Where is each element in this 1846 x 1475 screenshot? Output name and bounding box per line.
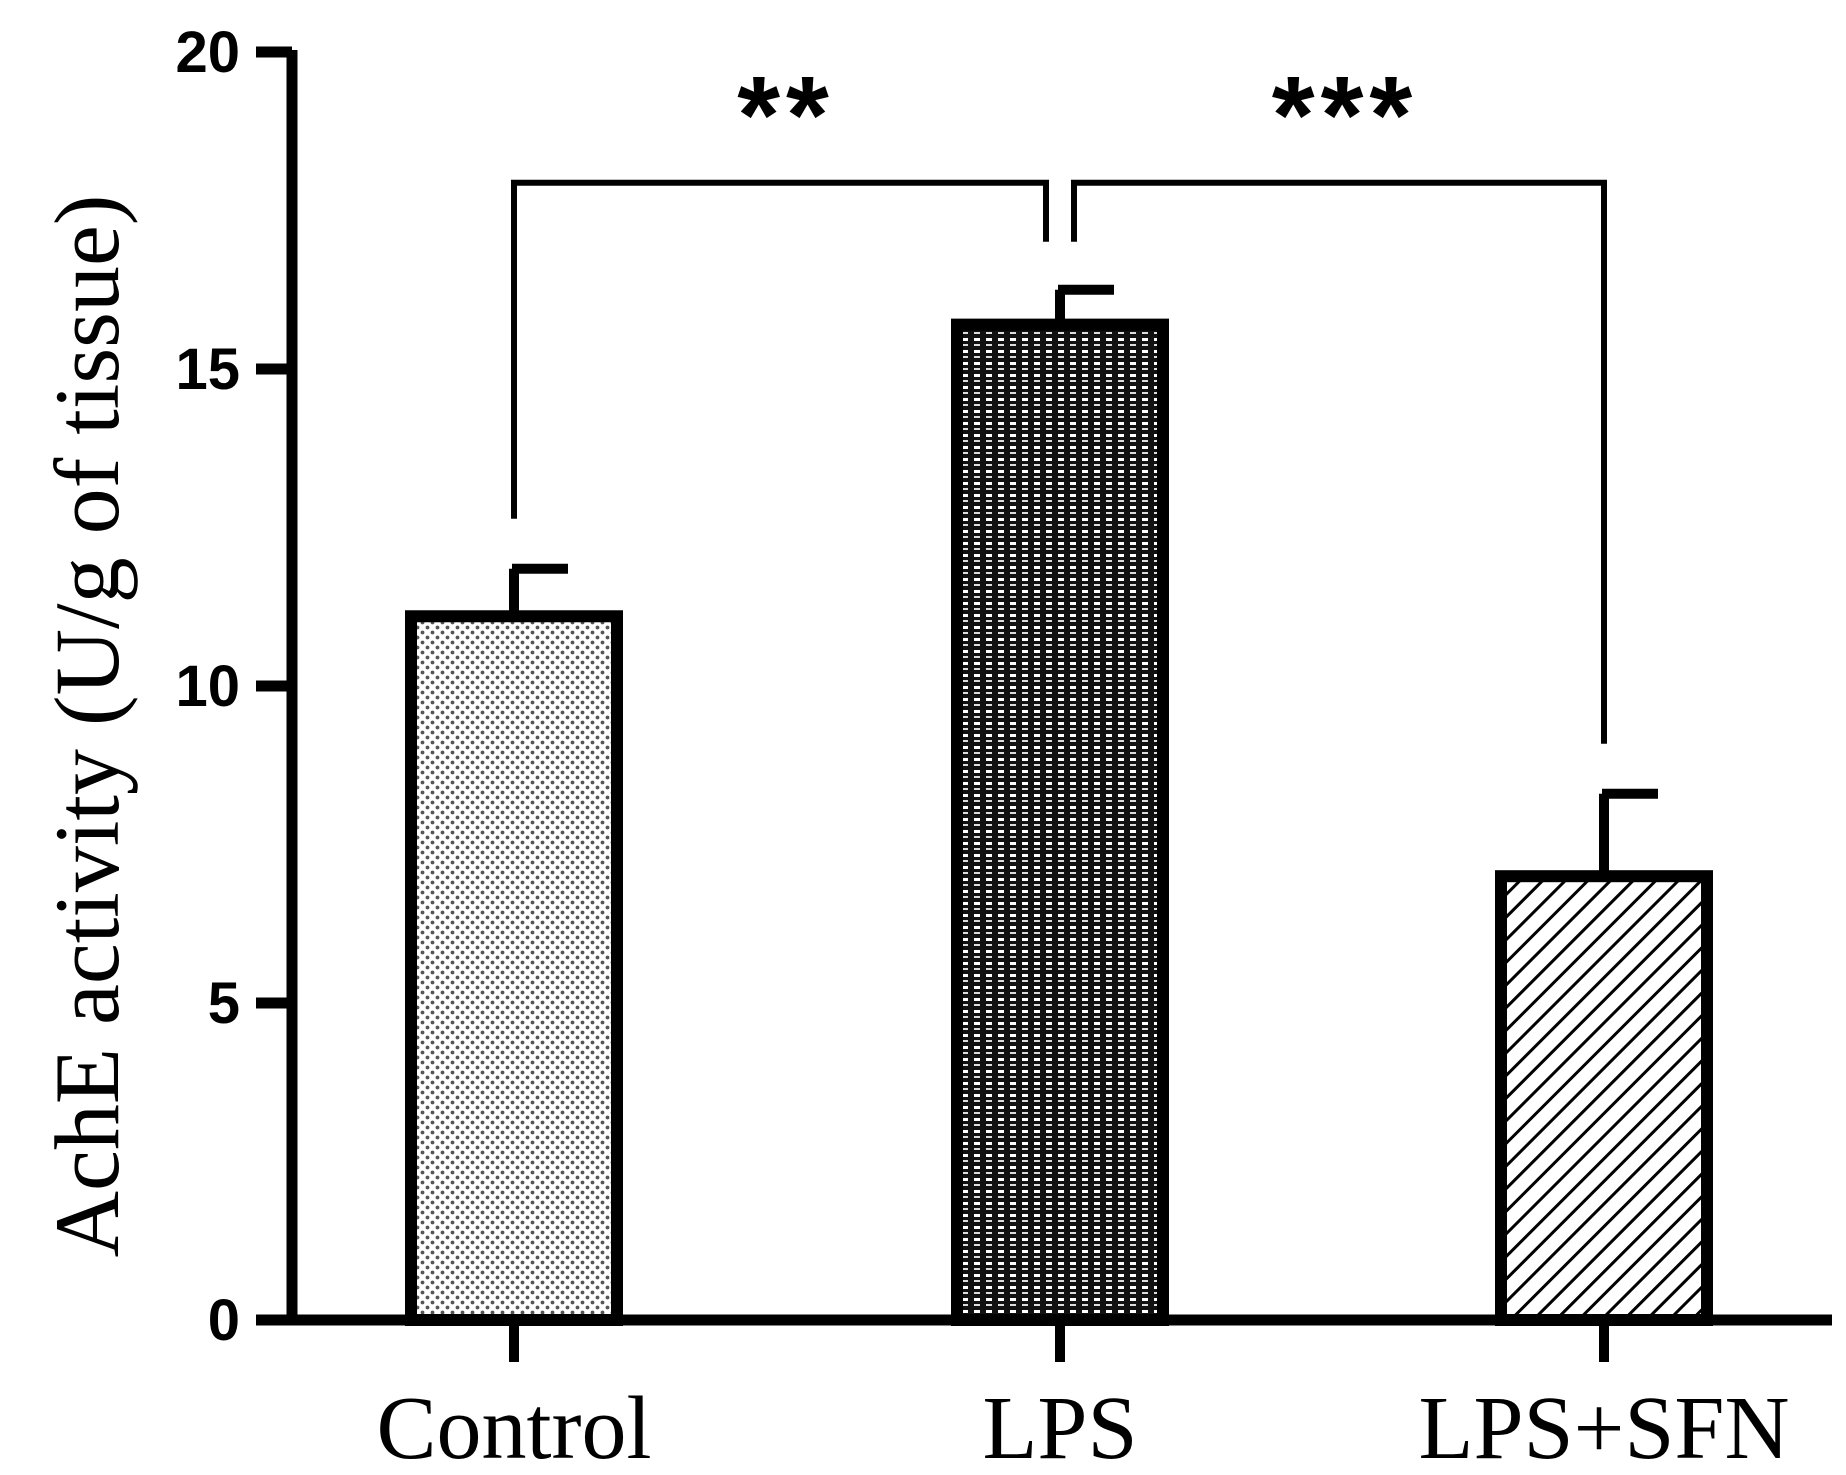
- significance-label: **: [737, 54, 835, 177]
- significance-bracket: [1071, 179, 1607, 744]
- y-tick-label: 15: [175, 337, 240, 402]
- x-tick-label: LPS: [982, 1379, 1137, 1475]
- x-tick-label: LPS+SFN: [1419, 1379, 1790, 1475]
- bar-lps: [951, 318, 1169, 1326]
- y-tick-label: 5: [208, 971, 240, 1036]
- significance-bracket: [511, 179, 1049, 519]
- bar-control: [405, 610, 623, 1326]
- y-ticks: 0 5 10 15 20: [175, 20, 292, 1353]
- y-axis-title: AchE activity (U/g of tissue): [36, 195, 138, 1258]
- y-tick-label: 0: [208, 1288, 240, 1353]
- significance-label: ***: [1272, 54, 1418, 177]
- bars: Control LPS LPS+SFN: [376, 284, 1790, 1475]
- significance-brackets: ** ***: [511, 54, 1607, 744]
- y-tick-label: 20: [175, 20, 240, 85]
- bar-lps-sfn: [1495, 870, 1713, 1326]
- y-tick-label: 10: [175, 654, 240, 719]
- x-tick-label: Control: [376, 1379, 651, 1475]
